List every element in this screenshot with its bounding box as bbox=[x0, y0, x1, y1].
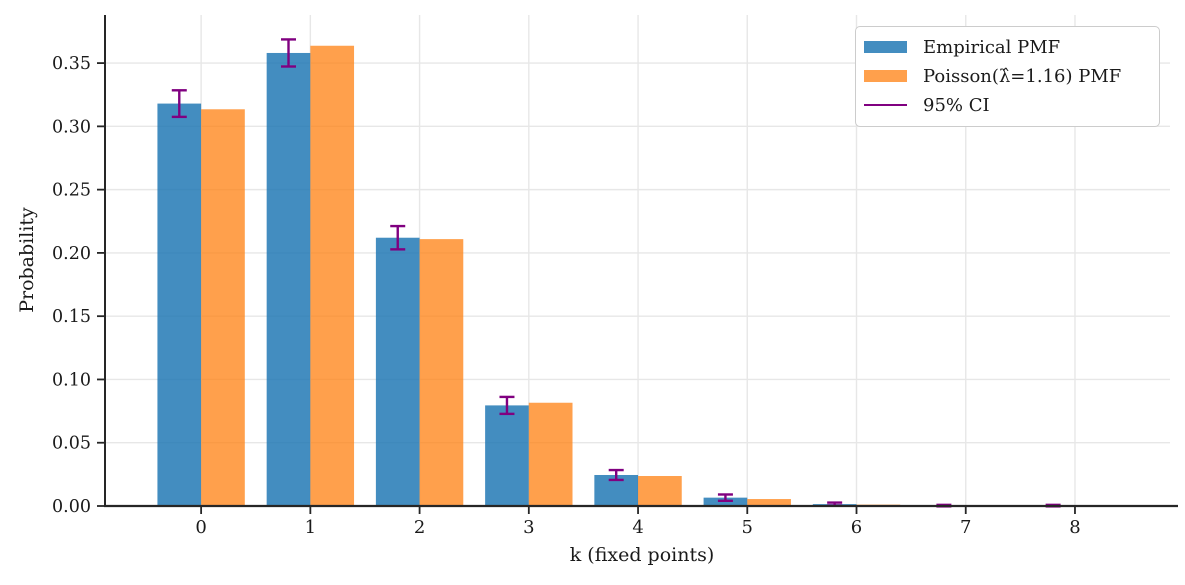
legend-label-ci: 95% CI bbox=[923, 94, 990, 116]
legend-item-poisson: Poisson(λ̂=1.16) PMF bbox=[864, 63, 1149, 89]
x-tick-label: 4 bbox=[632, 517, 643, 538]
y-tick-label: 0.00 bbox=[52, 497, 91, 517]
y-tick-label: 0.35 bbox=[52, 54, 91, 74]
ci-line-swatch bbox=[864, 103, 907, 107]
y-tick-label: 0.25 bbox=[52, 181, 91, 201]
x-tick-label: 1 bbox=[305, 517, 316, 538]
x-tick-label: 3 bbox=[523, 517, 534, 538]
x-tick-label: 6 bbox=[851, 517, 862, 538]
y-tick-label: 0.20 bbox=[52, 244, 91, 264]
bar-empirical-k0 bbox=[157, 103, 202, 507]
legend-item-empirical: Empirical PMF bbox=[864, 34, 1149, 60]
legend-label-empirical: Empirical PMF bbox=[923, 36, 1061, 58]
legend-label-poisson: Poisson(λ̂=1.16) PMF bbox=[923, 65, 1122, 87]
bar-poisson-k2 bbox=[419, 239, 464, 507]
bar-poisson-k3 bbox=[528, 402, 573, 506]
bar-empirical-k3 bbox=[485, 405, 529, 506]
y-axis-label: Probability bbox=[16, 207, 38, 313]
x-axis-label: k (fixed points) bbox=[569, 544, 715, 566]
y-tick-label: 0.30 bbox=[52, 117, 91, 137]
legend: Empirical PMF Poisson(λ̂=1.16) PMF 95% C… bbox=[855, 26, 1160, 127]
bar-empirical-k2 bbox=[375, 237, 420, 506]
empirical-pmf-swatch bbox=[864, 41, 907, 53]
bar-poisson-k4 bbox=[638, 476, 682, 506]
y-tick-label: 0.10 bbox=[52, 370, 91, 390]
bar-poisson-k1 bbox=[310, 45, 355, 507]
x-tick-label: 8 bbox=[1069, 517, 1080, 538]
x-tick-label: 5 bbox=[742, 517, 753, 538]
bar-empirical-k1 bbox=[266, 52, 311, 506]
legend-item-ci: 95% CI bbox=[864, 92, 1149, 118]
x-tick-label: 0 bbox=[195, 517, 206, 538]
y-tick-label: 0.05 bbox=[52, 434, 91, 454]
bar-poisson-k5 bbox=[747, 499, 791, 506]
poisson-pmf-swatch bbox=[864, 70, 907, 82]
x-tick-label: 7 bbox=[960, 517, 971, 538]
y-tick-label: 0.15 bbox=[52, 307, 91, 327]
x-tick-label: 2 bbox=[414, 517, 425, 538]
bar-poisson-k0 bbox=[201, 109, 245, 506]
